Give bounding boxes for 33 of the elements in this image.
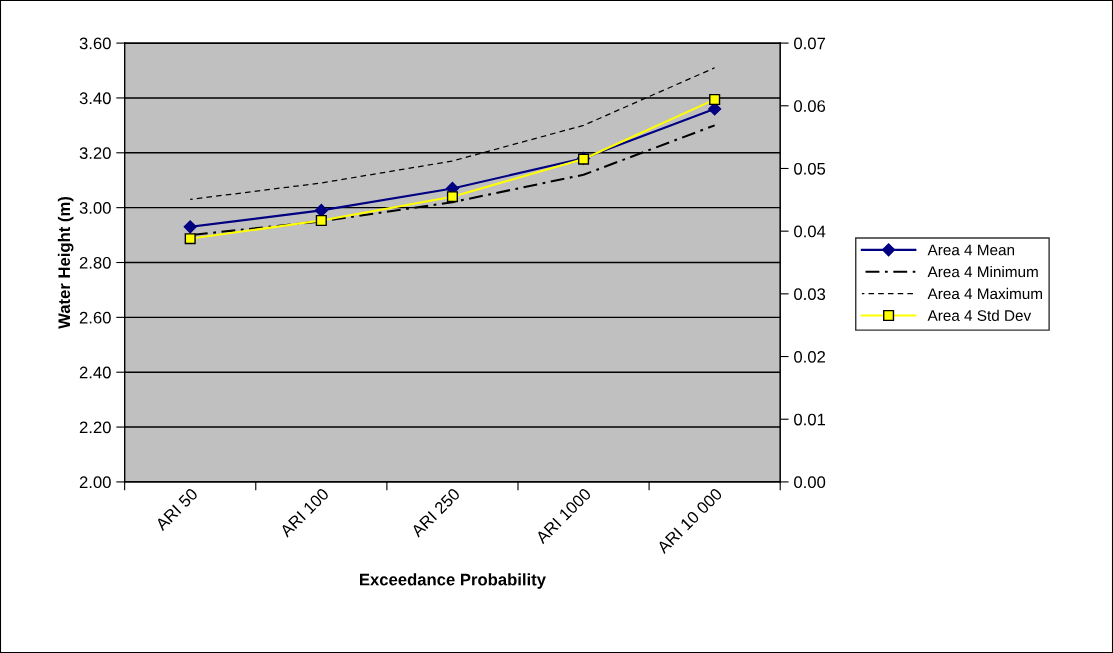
y-tick-label: 3.00 xyxy=(79,202,111,214)
y2-tick-label: 0.01 xyxy=(794,413,826,426)
legend-label: Area 4 Minimum xyxy=(927,265,1038,278)
x-tick-label: ARI 100 xyxy=(279,487,330,538)
y2-tick-label: 0.06 xyxy=(794,100,826,112)
point xyxy=(314,203,328,217)
x-tick-label: ARI 10 000 xyxy=(656,487,723,555)
point xyxy=(315,214,327,227)
y-tick-label: 2.40 xyxy=(79,366,111,379)
point xyxy=(709,93,721,106)
point xyxy=(184,233,196,245)
y2-tick-label: 0.07 xyxy=(794,37,826,50)
y-tick-label: 2.00 xyxy=(79,476,111,489)
y2-tick-label: 0.00 xyxy=(794,476,826,489)
y-tick-label: 2.60 xyxy=(79,311,111,324)
y-tick-label: 3.20 xyxy=(79,147,111,160)
legend-label: Area 4 Std Dev xyxy=(927,309,1032,321)
x-tick-label: ARI 50 xyxy=(154,487,199,532)
point xyxy=(183,220,197,234)
point xyxy=(446,191,458,203)
y2-tick-label: 0.05 xyxy=(794,162,826,175)
y2-tick-label: 0.04 xyxy=(794,225,826,238)
x-axis-title: Exceedance Probability xyxy=(360,573,546,589)
y-tick-label: 3.40 xyxy=(79,92,111,105)
y-tick-label: 3.60 xyxy=(79,37,111,50)
y2-tick-label: 0.02 xyxy=(794,350,826,363)
legend-label: Area 4 Maximum xyxy=(927,287,1043,300)
y-tick-label: 2.80 xyxy=(79,256,111,269)
y2-tick-label: 0.03 xyxy=(794,288,826,301)
legend-label: Area 4 Mean xyxy=(927,244,1015,256)
y-axis-title: Water Height (m) xyxy=(57,196,74,329)
x-tick-label: ARI 250 xyxy=(410,487,461,538)
y-tick-label: 2.20 xyxy=(79,421,111,434)
